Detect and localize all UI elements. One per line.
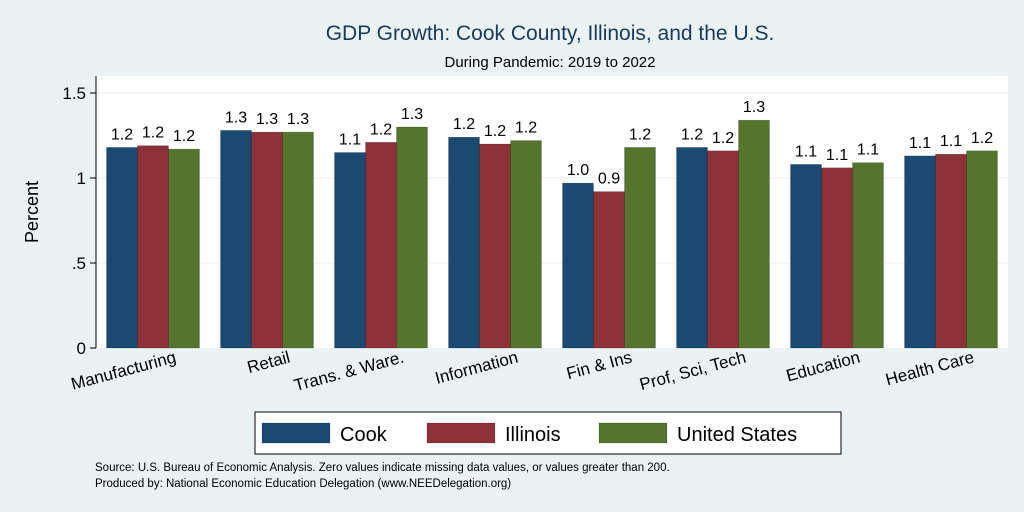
legend-swatch [261,422,331,444]
legend-label: Illinois [505,424,561,446]
bar-cook [790,164,822,349]
bar-cook [448,136,480,349]
bar-cook [220,130,252,349]
bar-value-label: 1.3 [743,99,765,116]
bar-value-label: 1.2 [712,130,734,147]
bar-united-states [396,126,428,349]
bar-value-label: 1.2 [142,125,164,142]
bar-value-label: 1.0 [567,162,589,179]
x-tick-label: Education [784,348,862,386]
bar-value-label: 1.1 [826,147,848,164]
y-ticks: 0 .5 1 1.5 [62,84,96,358]
bar-united-states [966,150,998,349]
bars [106,119,998,349]
bar-value-label: 1.2 [681,126,703,143]
bar-value-label: 1.3 [225,109,247,126]
bar-cook [904,155,936,349]
x-tick-label: Information [433,348,520,388]
legend-items: Cook Illinois United States [261,422,797,446]
legend-label: United States [677,424,797,446]
bar-value-label: 1.2 [111,126,133,143]
bar-value-label: 1.2 [370,121,392,138]
legend-box [254,411,842,455]
legend-swatch [426,422,496,444]
bar-value-label: 1.2 [484,123,506,140]
bar-cook [676,147,708,349]
y-tick-label: 1 [77,169,86,188]
legend: Cook Illinois United States [254,411,842,455]
bar-illinois [137,145,169,349]
bar-united-states [510,140,542,349]
bar-value-label: 1.1 [339,132,361,149]
bar-illinois [593,191,625,349]
bar-illinois [365,142,397,349]
y-tick-label: 0 [77,339,86,358]
bar-cook [334,152,366,349]
bar-cook [106,147,138,349]
chart-subtitle: During Pandemic: 2019 to 2022 [445,54,656,71]
x-tick-label: Health Care [883,348,976,390]
bar-illinois [479,143,511,349]
chart-title: GDP Growth: Cook County, Illinois, and t… [326,22,775,45]
bar-illinois [821,167,853,349]
legend-swatch [598,422,668,444]
x-tick-label: Prof, Sci, Tech [638,348,748,395]
bar-illinois [935,153,967,349]
bar-value-label: 0.9 [598,171,620,188]
bar-united-states [282,131,314,349]
bar-united-states [852,162,884,349]
produced-by-note: Produced by: National Economic Education… [95,478,511,490]
bar-cook [562,182,594,349]
bar-labels: 1.2 1.2 1.2 1.3 1.3 1.3 1.1 1.2 1.3 1.2 1.2 1.2 1.0 0… [111,99,993,187]
bar-value-label: 1.1 [857,142,879,159]
x-tick-label: Trans. & Ware. [292,348,406,396]
bar-value-label: 1.2 [515,120,537,137]
x-ticks: Manufacturing Retail Trans. & Ware. Informa… [69,348,976,396]
bar-value-label: 1.3 [287,111,309,128]
bar-illinois [707,150,739,349]
bar-value-label: 1.3 [401,106,423,123]
bar-united-states [738,119,770,349]
bar-value-label: 1.3 [256,111,278,128]
bar-united-states [624,147,656,349]
x-tick-label: Fin & Ins [564,348,634,384]
bar-value-label: 1.2 [629,126,651,143]
source-note: Source: U.S. Bureau of Economic Analysis… [95,462,670,474]
y-tick-label: .5 [72,254,86,273]
bar-value-label: 1.2 [173,128,195,145]
bar-value-label: 1.1 [795,143,817,160]
y-tick-label: 1.5 [62,84,86,103]
bar-value-label: 1.2 [453,116,475,133]
bar-value-label: 1.1 [909,135,931,152]
bar-value-label: 1.1 [940,133,962,150]
bar-value-label: 1.2 [971,130,993,147]
bar-united-states [168,148,200,349]
bar-illinois [251,131,283,349]
y-axis-label: Percent [22,181,42,243]
x-tick-label: Retail [245,348,292,378]
legend-label: Cook [340,424,388,446]
